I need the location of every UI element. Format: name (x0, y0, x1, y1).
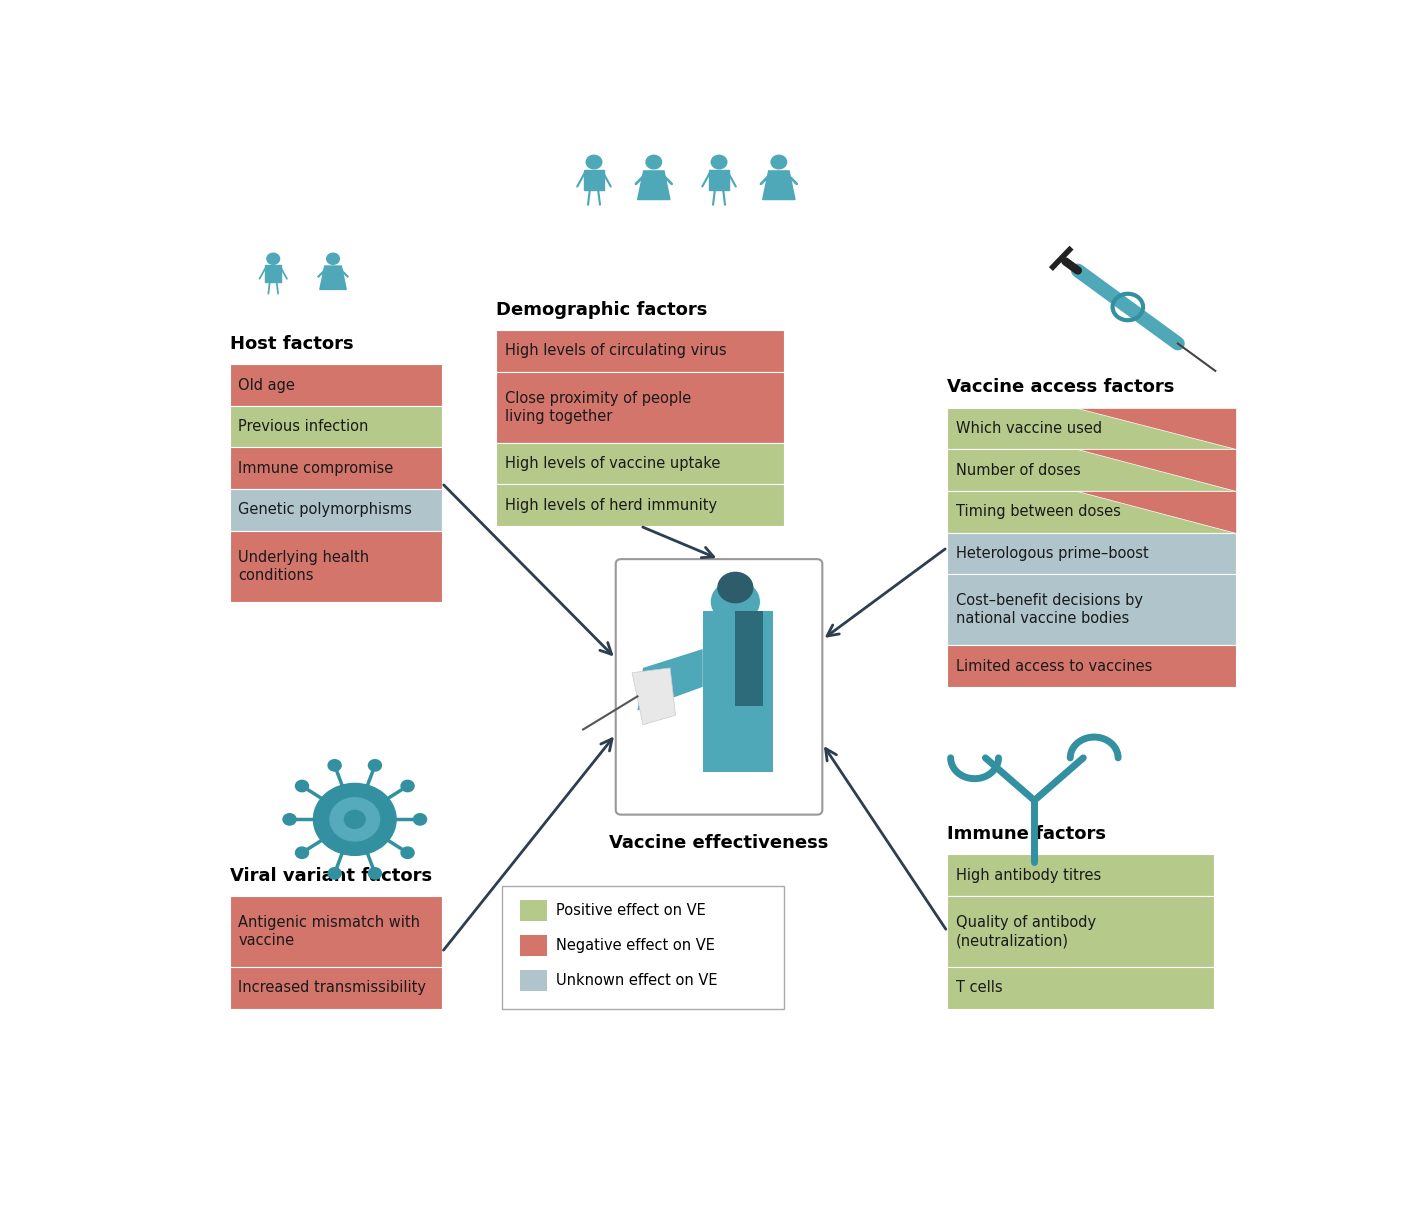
FancyBboxPatch shape (947, 896, 1214, 967)
Circle shape (401, 780, 414, 791)
Text: Positive effect on VE: Positive effect on VE (556, 903, 706, 918)
Text: Old age: Old age (239, 377, 295, 392)
FancyBboxPatch shape (230, 489, 442, 531)
Circle shape (711, 155, 727, 168)
Circle shape (296, 847, 309, 858)
FancyBboxPatch shape (947, 532, 1236, 574)
Polygon shape (1078, 408, 1236, 450)
Text: Timing between doses: Timing between doses (955, 504, 1121, 520)
Polygon shape (633, 669, 676, 725)
Circle shape (283, 814, 296, 825)
Circle shape (645, 155, 662, 168)
Text: Increased transmissibility: Increased transmissibility (239, 981, 427, 995)
Text: Heterologous prime–boost: Heterologous prime–boost (955, 546, 1149, 560)
Circle shape (313, 783, 396, 855)
Polygon shape (265, 265, 281, 281)
Circle shape (330, 798, 380, 841)
Text: Vaccine access factors: Vaccine access factors (947, 379, 1174, 397)
FancyBboxPatch shape (947, 854, 1214, 896)
Circle shape (327, 253, 340, 264)
FancyBboxPatch shape (616, 559, 822, 815)
Text: High levels of circulating virus: High levels of circulating virus (505, 343, 727, 359)
Text: Unknown effect on VE: Unknown effect on VE (556, 972, 717, 988)
Text: Cost–benefit decisions by
national vaccine bodies: Cost–benefit decisions by national vacci… (955, 594, 1143, 627)
Text: T cells: T cells (955, 981, 1003, 995)
FancyBboxPatch shape (230, 531, 442, 602)
Polygon shape (1078, 450, 1236, 492)
Circle shape (369, 868, 382, 879)
FancyBboxPatch shape (947, 967, 1214, 1009)
Polygon shape (710, 170, 728, 190)
Circle shape (414, 814, 427, 825)
Text: Limited access to vaccines: Limited access to vaccines (955, 659, 1152, 673)
Text: Immune factors: Immune factors (947, 825, 1107, 843)
Circle shape (718, 573, 753, 602)
FancyBboxPatch shape (230, 364, 442, 406)
FancyBboxPatch shape (230, 447, 442, 489)
Text: Underlying health
conditions: Underlying health conditions (239, 549, 369, 583)
Text: Which vaccine used: Which vaccine used (955, 422, 1103, 436)
FancyBboxPatch shape (230, 406, 442, 447)
Text: Negative effect on VE: Negative effect on VE (556, 938, 714, 952)
FancyBboxPatch shape (497, 442, 784, 484)
FancyBboxPatch shape (230, 967, 442, 1009)
FancyBboxPatch shape (230, 896, 442, 967)
FancyBboxPatch shape (521, 900, 547, 921)
Circle shape (401, 847, 414, 858)
Circle shape (369, 760, 382, 771)
Text: Immune compromise: Immune compromise (239, 461, 394, 476)
Text: Close proximity of people
living together: Close proximity of people living togethe… (505, 391, 692, 424)
FancyBboxPatch shape (947, 645, 1236, 687)
Circle shape (711, 581, 759, 623)
FancyBboxPatch shape (947, 450, 1236, 492)
FancyBboxPatch shape (735, 611, 763, 705)
Polygon shape (637, 649, 703, 710)
Circle shape (328, 868, 341, 879)
Circle shape (345, 810, 365, 828)
FancyBboxPatch shape (947, 492, 1236, 532)
Text: Viral variant factors: Viral variant factors (230, 866, 432, 885)
FancyBboxPatch shape (703, 611, 773, 772)
Circle shape (267, 253, 279, 264)
Circle shape (772, 155, 787, 168)
FancyBboxPatch shape (947, 408, 1236, 450)
Text: Antigenic mismatch with
vaccine: Antigenic mismatch with vaccine (239, 916, 421, 948)
Polygon shape (637, 171, 671, 199)
Polygon shape (1078, 492, 1236, 532)
Polygon shape (320, 265, 347, 290)
Text: Host factors: Host factors (230, 334, 354, 353)
FancyBboxPatch shape (497, 484, 784, 526)
Circle shape (328, 760, 341, 771)
Text: High levels of herd immunity: High levels of herd immunity (505, 498, 717, 512)
FancyBboxPatch shape (502, 886, 784, 1009)
Text: Quality of antibody
(neutralization): Quality of antibody (neutralization) (955, 916, 1096, 948)
Text: Previous infection: Previous infection (239, 419, 369, 434)
Text: High levels of vaccine uptake: High levels of vaccine uptake (505, 456, 720, 471)
Text: Demographic factors: Demographic factors (497, 301, 707, 318)
FancyBboxPatch shape (497, 331, 784, 371)
Text: Vaccine effectiveness: Vaccine effectiveness (609, 833, 829, 852)
Polygon shape (763, 171, 796, 199)
Text: High antibody titres: High antibody titres (955, 868, 1101, 882)
FancyBboxPatch shape (521, 970, 547, 991)
FancyBboxPatch shape (497, 371, 784, 442)
Text: Number of doses: Number of doses (955, 462, 1080, 478)
Polygon shape (585, 170, 603, 190)
Circle shape (296, 780, 309, 791)
Text: Genetic polymorphisms: Genetic polymorphisms (239, 503, 412, 517)
Circle shape (586, 155, 602, 168)
FancyBboxPatch shape (947, 574, 1236, 645)
FancyBboxPatch shape (521, 935, 547, 956)
